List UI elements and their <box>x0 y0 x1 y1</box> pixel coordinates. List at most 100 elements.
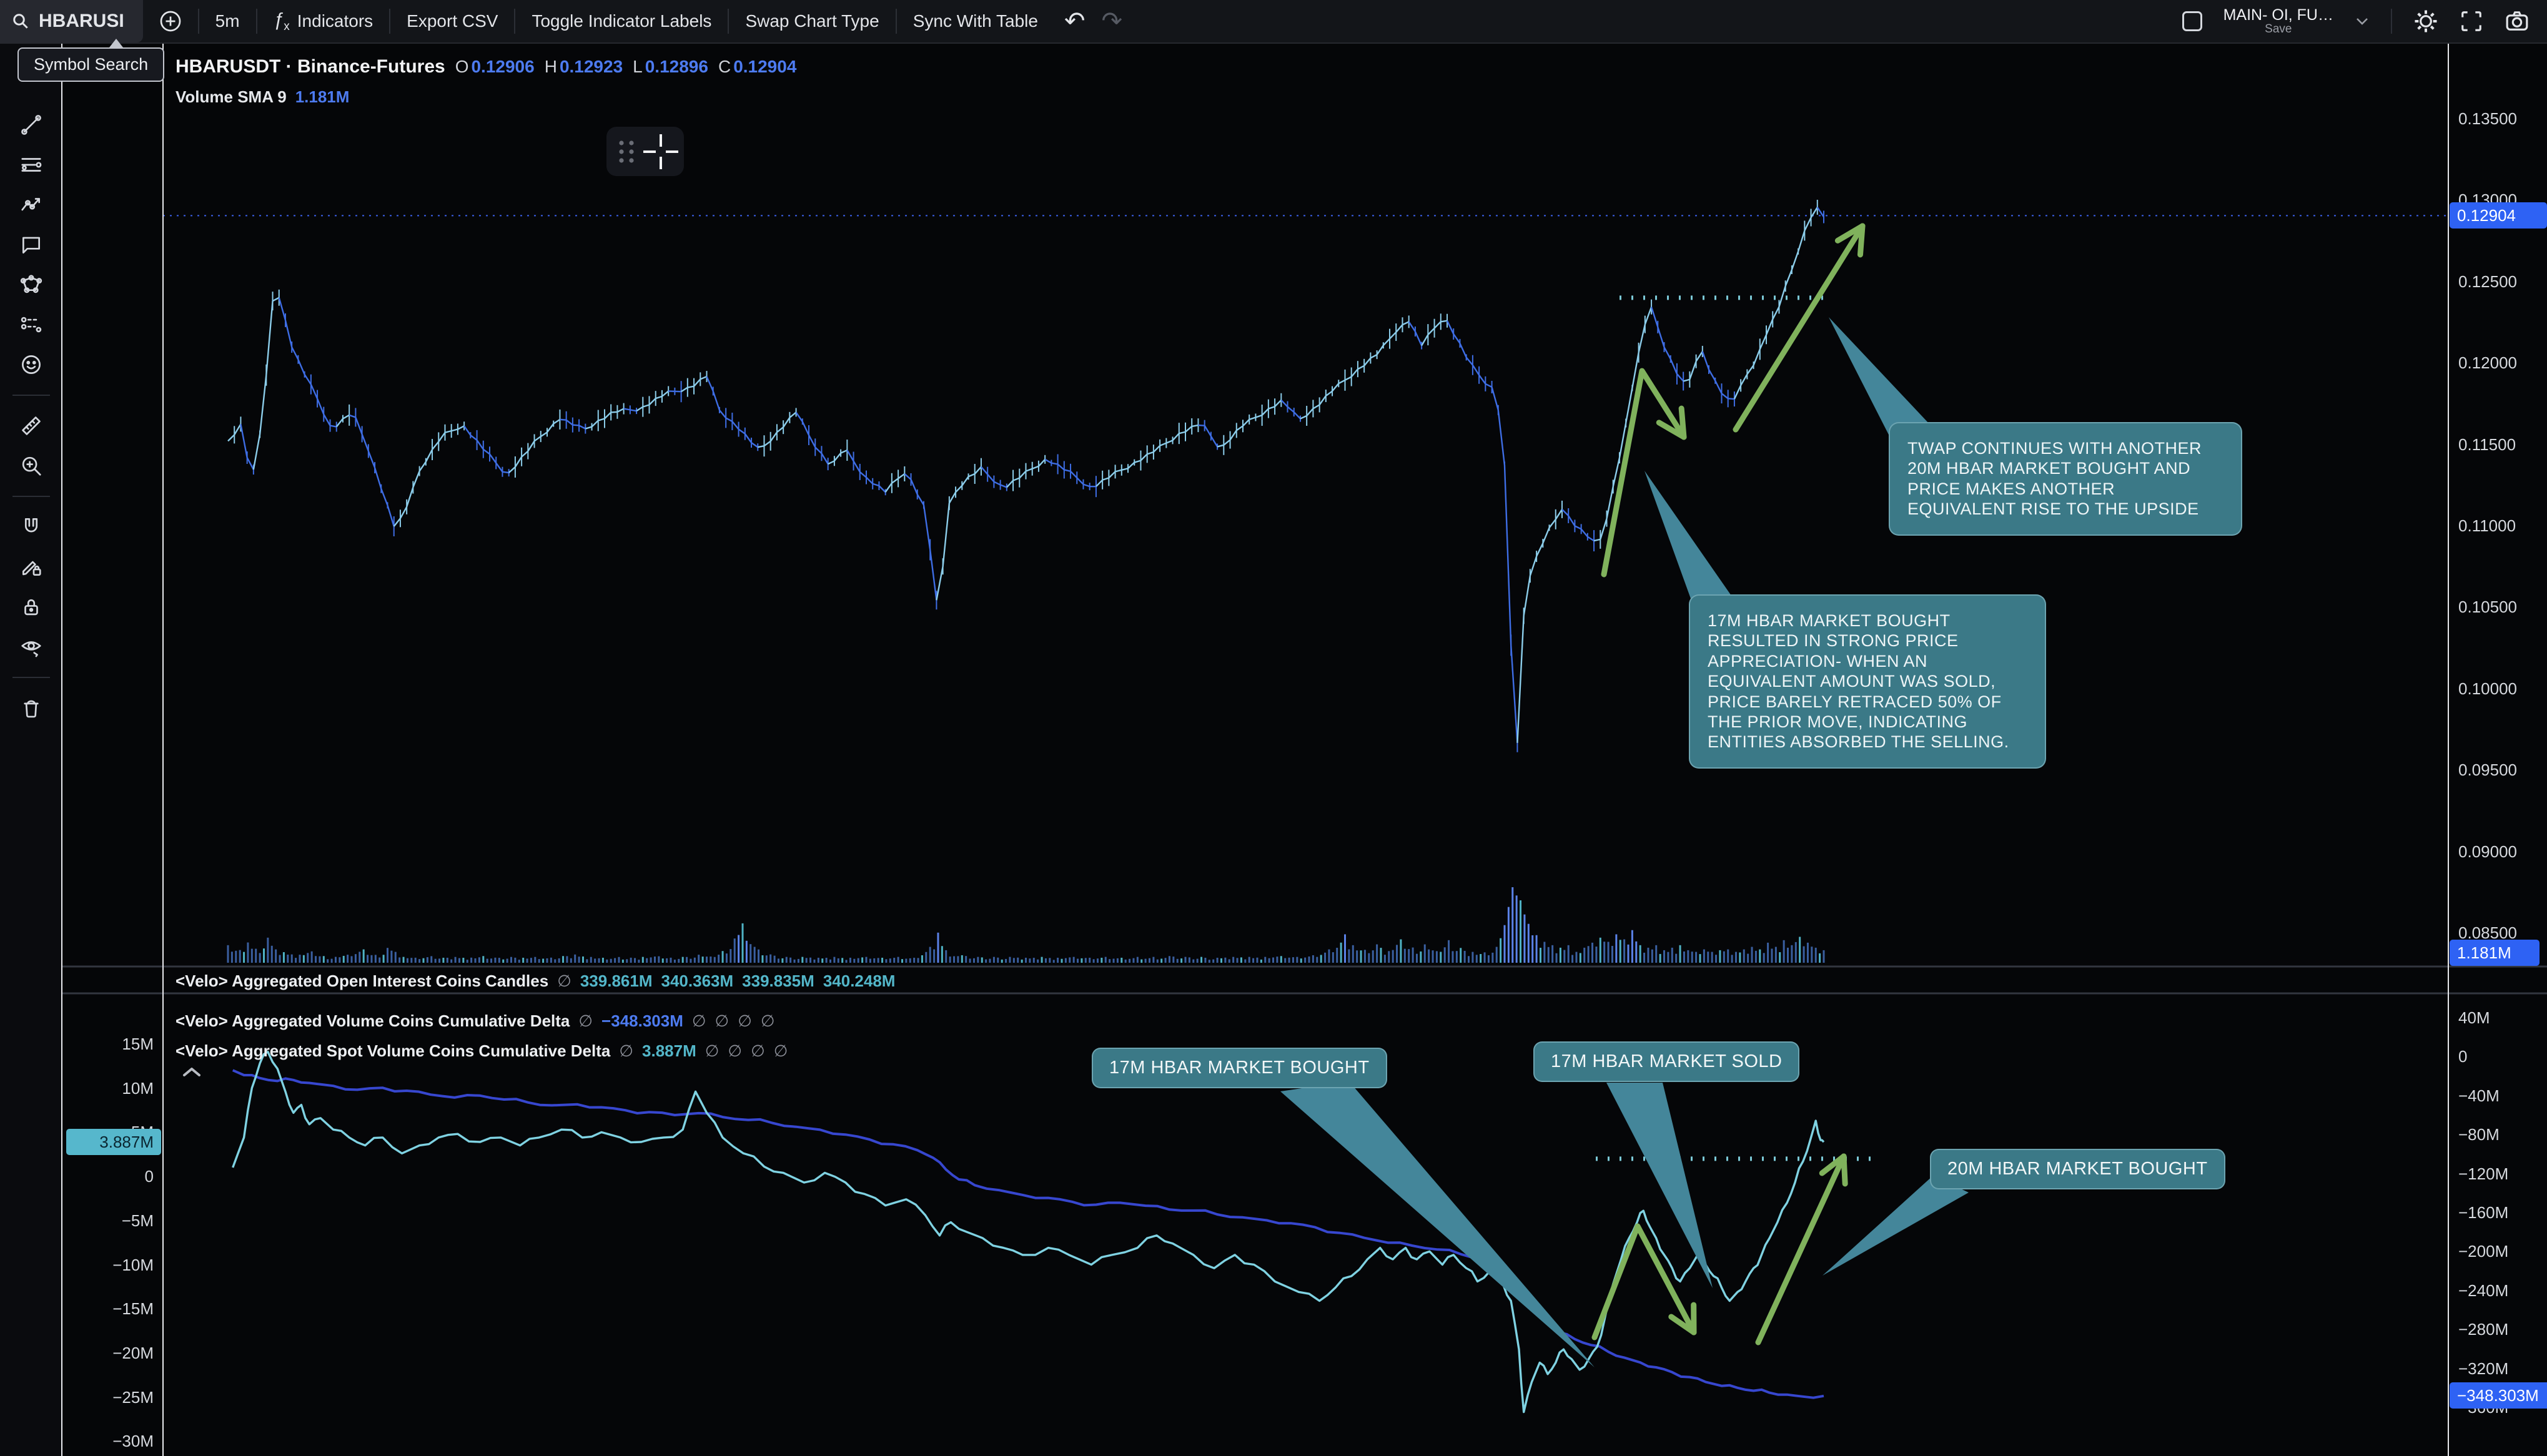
empty-set-icon: ∅ <box>557 971 571 990</box>
lock-tool[interactable] <box>0 587 62 627</box>
indicators-label: Indicators <box>297 11 373 31</box>
fx-icon: ƒx <box>273 9 290 33</box>
axis-tick: 0.11500 <box>2458 435 2516 454</box>
last-price-badge: 0.12904 <box>2450 202 2547 229</box>
twap-note-callout[interactable]: TWAP CONTINUES WITH ANOTHER 20M HBAR MAR… <box>1889 422 2242 536</box>
axis-tick: −120M <box>2458 1164 2509 1183</box>
sync-with-table-button[interactable]: Sync With Table <box>897 0 1054 42</box>
volume-delta-legend[interactable]: <Velo> Aggregated Volume Coins Cumulativ… <box>176 1011 775 1031</box>
axis-tick: −25M <box>112 1387 154 1407</box>
axis-tick: −20M <box>112 1343 154 1362</box>
settings-button[interactable] <box>2413 9 2438 34</box>
empty-set-icon: ∅ <box>738 1011 752 1030</box>
spot-delta-legend[interactable]: <Velo> Aggregated Spot Volume Coins Cumu… <box>176 1041 788 1061</box>
bought-20m-label[interactable]: 20M HBAR MARKET BOUGHT <box>1930 1149 2225 1189</box>
text-note-tool[interactable] <box>0 225 62 265</box>
drawing-icon <box>22 561 41 576</box>
volume-legend[interactable]: Volume SMA 9 1.181M <box>176 87 349 107</box>
toolbar-separator <box>728 9 729 34</box>
drawing-tool[interactable] <box>0 547 62 587</box>
fullscreen-button[interactable] <box>2460 9 2483 33</box>
ruler-icon <box>21 416 41 435</box>
toggle-indicator-labels-button[interactable]: Toggle Indicator Labels <box>515 0 728 42</box>
spot-delta-label: <Velo> Aggregated Spot Volume Coins Cumu… <box>176 1041 611 1060</box>
close-label: C <box>718 57 731 76</box>
zoom-in-icon <box>22 456 41 476</box>
emoji-tool[interactable] <box>0 345 62 385</box>
chevron-down-icon[interactable] <box>2355 16 2370 26</box>
save-label: Save <box>2265 22 2292 36</box>
symbol-search-button[interactable]: HBARUSI <box>0 0 143 42</box>
volume-value: 1.181M <box>295 87 350 106</box>
axis-tick: −30M <box>112 1432 154 1451</box>
axis-tick: 0 <box>2458 1047 2468 1066</box>
absorption-note-callout[interactable]: 17M HBAR MARKET BOUGHT RESULTED IN STRON… <box>1689 594 2046 769</box>
trend-line-icon <box>21 115 41 135</box>
trend-line-tool[interactable] <box>0 105 62 145</box>
top-toolbar: HBARUSI 5m ƒx Indicators Export CSV <box>0 0 2547 44</box>
axis-tick: −80M <box>2458 1125 2500 1144</box>
undo-button[interactable]: ↶ <box>1054 0 1095 42</box>
sidebar-border <box>61 42 62 1456</box>
bought-17m-text: 17M HBAR MARKET BOUGHT <box>1109 1058 1370 1078</box>
axis-tick: 0.10000 <box>2458 679 2517 698</box>
drawing-floating-toolbar[interactable] <box>606 127 684 176</box>
export-csv-label: Export CSV <box>407 11 498 31</box>
spot-delta-badge: 3.887M <box>66 1129 161 1155</box>
sidebar-divider <box>12 677 50 678</box>
sold-17m-label[interactable]: 17M HBAR MARKET SOLD <box>1533 1041 1800 1082</box>
symbol-label: HBARUSI <box>39 11 124 31</box>
empty-set-icon: ∅ <box>705 1041 720 1060</box>
indicators-button[interactable]: ƒx Indicators <box>257 0 390 42</box>
close-value: 0.12904 <box>733 57 797 76</box>
bought-17m-label[interactable]: 17M HBAR MARKET BOUGHT <box>1092 1048 1387 1088</box>
interval-button[interactable]: 5m <box>199 0 256 42</box>
lock-icon <box>24 599 38 616</box>
toolbar-separator <box>514 9 516 34</box>
ruler-tool[interactable] <box>0 406 62 446</box>
high-value: 0.12923 <box>559 57 623 76</box>
empty-set-icon: ∅ <box>715 1011 729 1030</box>
axis-tick: 0 <box>144 1167 154 1186</box>
redo-button[interactable]: ↷ <box>1095 0 1129 42</box>
hide-drawings-tool[interactable] <box>0 627 62 667</box>
screenshot-button[interactable] <box>2505 9 2530 34</box>
undo-icon: ↶ <box>1064 7 1086 35</box>
layout-checkbox-icon[interactable] <box>2182 11 2202 31</box>
delete-tool[interactable] <box>0 688 62 728</box>
zoom-in-tool[interactable] <box>0 446 62 486</box>
axis-tick: 0.09000 <box>2458 842 2517 861</box>
axis-tick: 0.13500 <box>2458 109 2517 128</box>
forecast-tool[interactable] <box>0 305 62 345</box>
axis-tick: −200M <box>2458 1242 2509 1261</box>
axis-tick: 0.08500 <box>2458 923 2517 942</box>
sync-with-table-label: Sync With Table <box>912 11 1038 31</box>
horizontal-lines-tool[interactable] <box>0 145 62 185</box>
drawing-toolbar <box>0 42 62 1456</box>
main-series-legend[interactable]: HBARUSDT · Binance-Futures O 0.12906 H 0.1… <box>176 56 796 77</box>
add-symbol-button[interactable] <box>143 0 198 42</box>
swap-chart-type-button[interactable]: Swap Chart Type <box>729 0 895 42</box>
absorption-note-text: 17M HBAR MARKET BOUGHT RESULTED IN STRON… <box>1708 611 2009 752</box>
export-csv-button[interactable]: Export CSV <box>390 0 514 42</box>
xabcd-pattern-tool[interactable] <box>0 265 62 305</box>
tooltip-caret <box>109 39 123 47</box>
volume-label: Volume SMA 9 <box>176 87 287 106</box>
open-interest-legend[interactable]: <Velo> Aggregated Open Interest Coins Ca… <box>176 971 895 991</box>
axis-tick: −40M <box>2458 1086 2500 1105</box>
toolbar-right-group: MAIN- OI, FU… Save <box>2182 0 2530 42</box>
fullscreen-icon <box>2461 11 2481 31</box>
axis-tick: −15M <box>112 1299 154 1319</box>
axis-tick: 0.12000 <box>2458 353 2517 373</box>
magnet-tool[interactable] <box>0 507 62 547</box>
chart-canvas[interactable] <box>0 42 2547 1456</box>
pattern-tool[interactable] <box>0 185 62 225</box>
low-label: L <box>633 57 643 76</box>
layout-title-button[interactable]: MAIN- OI, FU… Save <box>2223 7 2333 36</box>
axis-tick: −280M <box>2458 1320 2509 1339</box>
sidebar-divider <box>12 496 50 497</box>
pane-collapse-caret[interactable] <box>181 1065 202 1079</box>
oi-open: 339.861M <box>580 971 653 990</box>
bought-20m-text: 20M HBAR MARKET BOUGHT <box>1947 1159 2208 1179</box>
low-value: 0.12896 <box>645 57 708 76</box>
